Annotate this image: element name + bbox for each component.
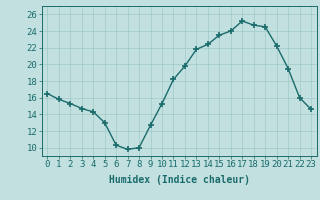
X-axis label: Humidex (Indice chaleur): Humidex (Indice chaleur) [109, 175, 250, 185]
